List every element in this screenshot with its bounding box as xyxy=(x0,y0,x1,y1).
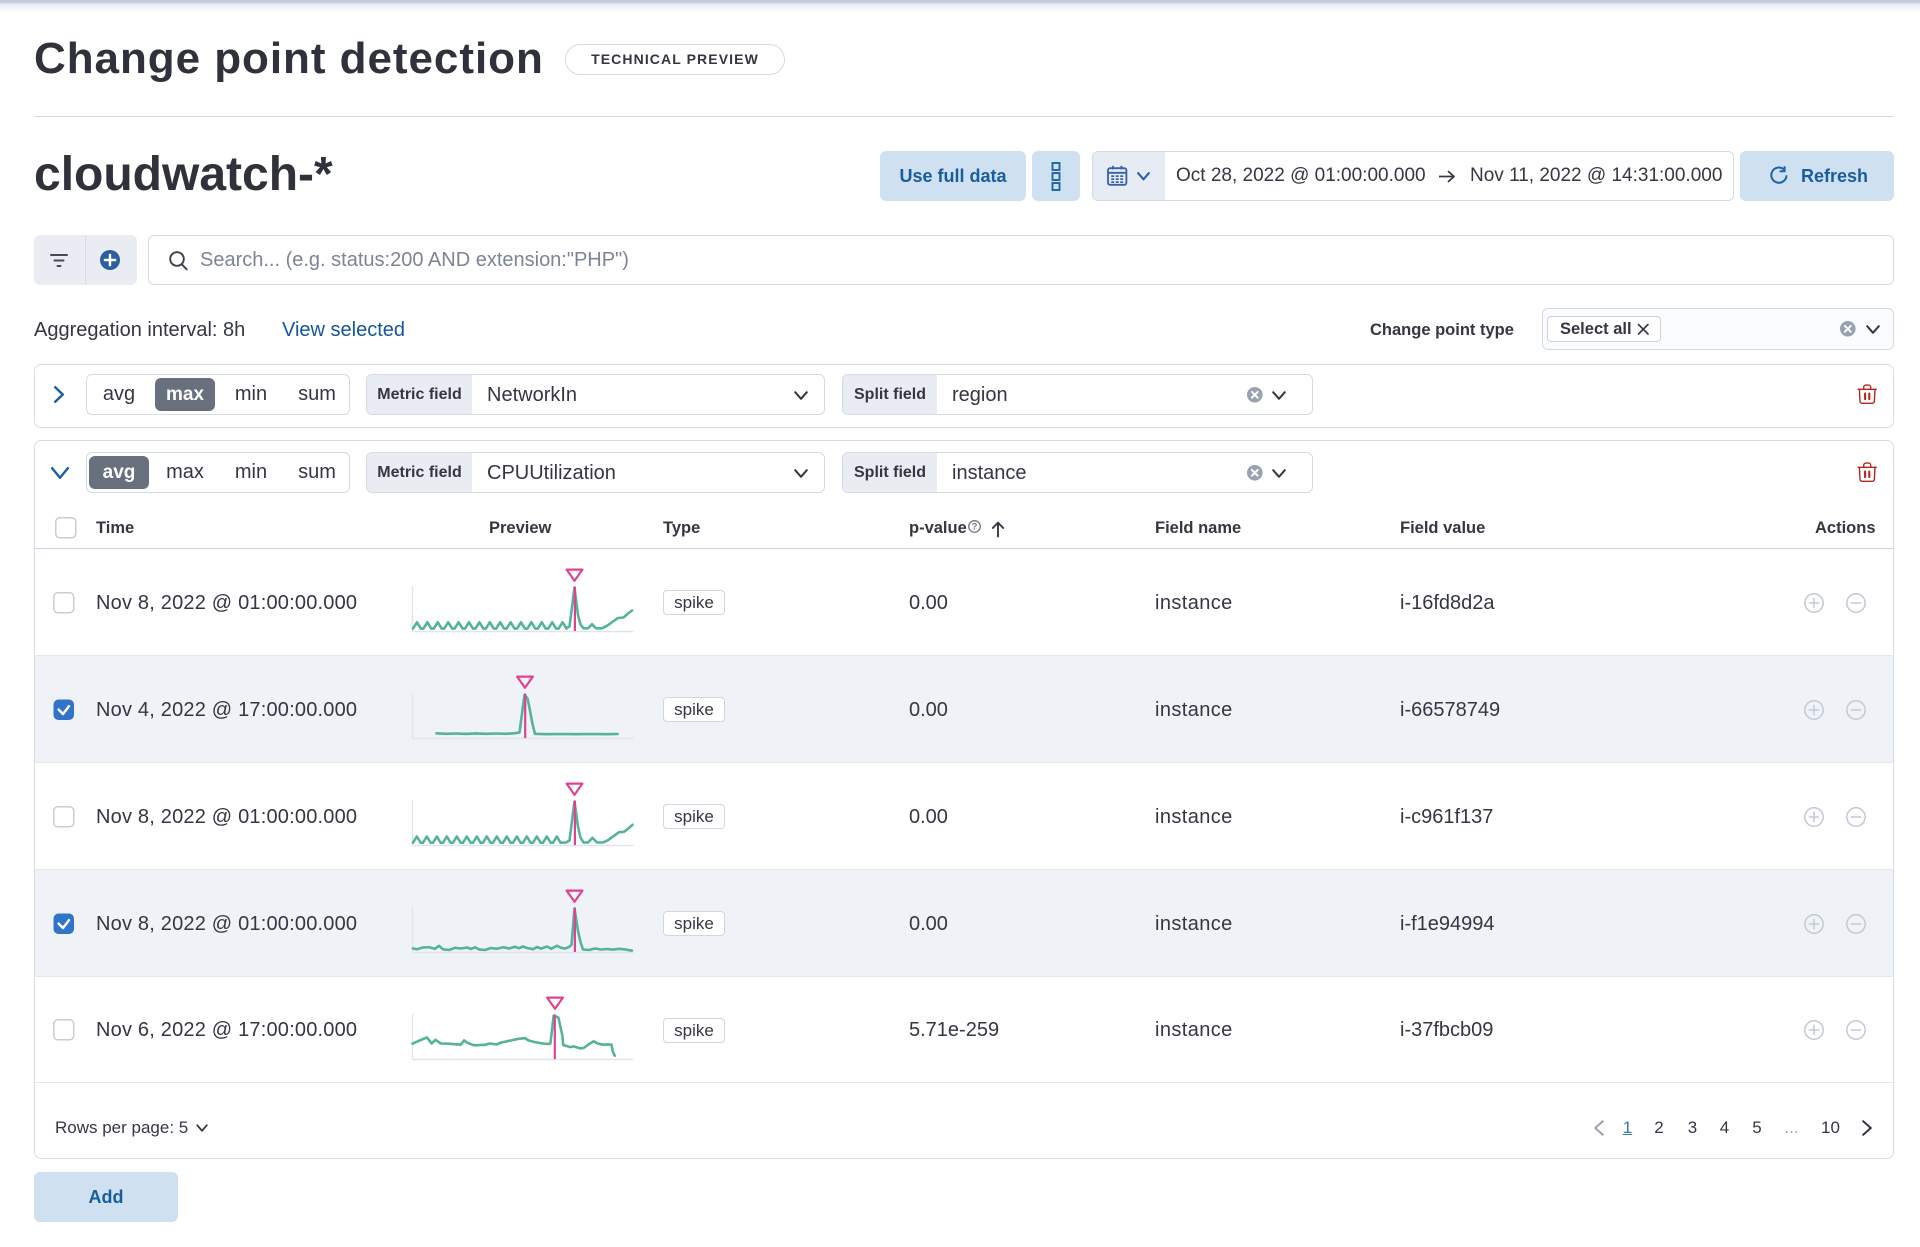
svg-text:?: ? xyxy=(972,522,978,533)
